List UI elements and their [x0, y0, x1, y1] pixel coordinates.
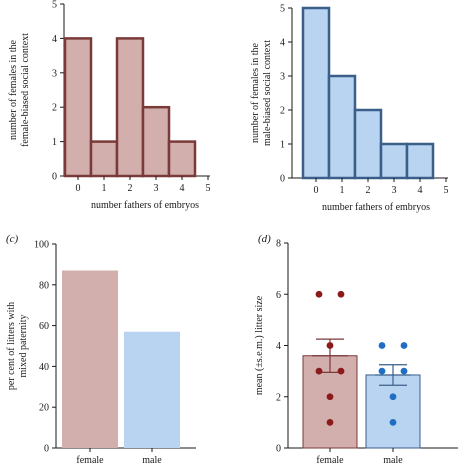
x-tick-label: 3: [154, 183, 159, 194]
bar: [115, 37, 145, 178]
y-tick-label: 0: [44, 444, 49, 455]
y-tick-label: 60: [39, 321, 49, 332]
x-tick-label: 4: [418, 185, 423, 196]
y-tick-label: 0: [276, 444, 281, 455]
x-tick-label: 1: [102, 183, 107, 194]
y-axis-label: female-biased social context: [20, 33, 31, 147]
y-tick-label: 3: [52, 68, 57, 79]
bar: [89, 140, 119, 178]
y-tick-label: 40: [39, 362, 49, 373]
x-tick-label: 1: [340, 185, 345, 196]
y-tick-label: 4: [280, 38, 285, 49]
data-point: [315, 367, 323, 375]
x-tick-label: 4: [180, 183, 185, 194]
y-tick-label: 6: [276, 290, 281, 301]
x-tick-label: female: [76, 455, 104, 466]
y-tick-label: 2: [280, 106, 285, 117]
y-tick-label: 0: [280, 174, 285, 185]
bar: [141, 105, 171, 178]
y-tick-label: 0: [52, 172, 57, 183]
y-tick-label: 80: [39, 280, 49, 291]
data-point: [337, 290, 345, 298]
y-axis-label: number of females in the: [250, 42, 261, 143]
y-axis-label: number of females in the: [8, 39, 19, 140]
y-axis-label: mixed paternity: [18, 314, 29, 377]
y-tick-label: 4: [276, 341, 281, 352]
y-tick-label: 2: [276, 392, 281, 403]
x-tick-label: 0: [76, 183, 81, 194]
bar: [353, 108, 383, 180]
bar: [405, 142, 435, 180]
x-tick-label: female: [316, 455, 344, 466]
data-point: [400, 342, 408, 349]
x-tick-label: 0: [314, 185, 319, 196]
bar: [63, 37, 93, 178]
bar: [301, 6, 331, 180]
x-axis-label: number fathers of embryos: [322, 202, 430, 213]
bar: [327, 74, 357, 180]
y-axis-label: mean (±s.e.m.) litter size: [254, 295, 265, 395]
x-tick-label: 3: [392, 185, 397, 196]
y-tick-label: 2: [52, 103, 57, 114]
bar: [365, 374, 421, 449]
y-tick-label: 1: [280, 140, 285, 151]
bar: [379, 142, 409, 180]
x-tick-label: male: [383, 455, 403, 466]
x-axis-label: number fathers of embryos: [91, 200, 199, 211]
y-tick-label: 5: [280, 4, 285, 15]
data-point: [389, 418, 397, 426]
data-point: [378, 342, 386, 349]
x-tick-label: 2: [366, 185, 371, 196]
panel-label: (d): [258, 233, 271, 245]
y-tick-label: 1: [52, 137, 57, 148]
y-tick-label: 4: [52, 34, 57, 45]
y-tick-label: 8: [276, 239, 281, 250]
y-axis-label: per cent of litters with: [6, 302, 17, 390]
y-axis-label: male-biased social context: [262, 40, 273, 146]
data-point: [326, 418, 334, 426]
data-point: [337, 367, 345, 375]
x-tick-label: 5: [444, 185, 449, 196]
panel-label: (c): [6, 233, 19, 245]
y-tick-label: 100: [34, 240, 49, 251]
data-point: [378, 367, 386, 375]
bar: [62, 270, 118, 448]
bar: [124, 331, 180, 448]
data-point: [326, 342, 334, 349]
x-tick-label: 5: [206, 183, 211, 194]
y-tick-label: 3: [280, 72, 285, 83]
x-tick-label: male: [142, 455, 162, 466]
x-tick-label: 2: [128, 183, 133, 194]
data-point: [400, 367, 408, 375]
data-point: [389, 393, 397, 401]
y-tick-label: 20: [39, 403, 49, 414]
y-tick-label: 5: [52, 0, 57, 11]
data-point: [326, 393, 334, 401]
bar: [167, 140, 197, 178]
data-point: [315, 290, 323, 298]
